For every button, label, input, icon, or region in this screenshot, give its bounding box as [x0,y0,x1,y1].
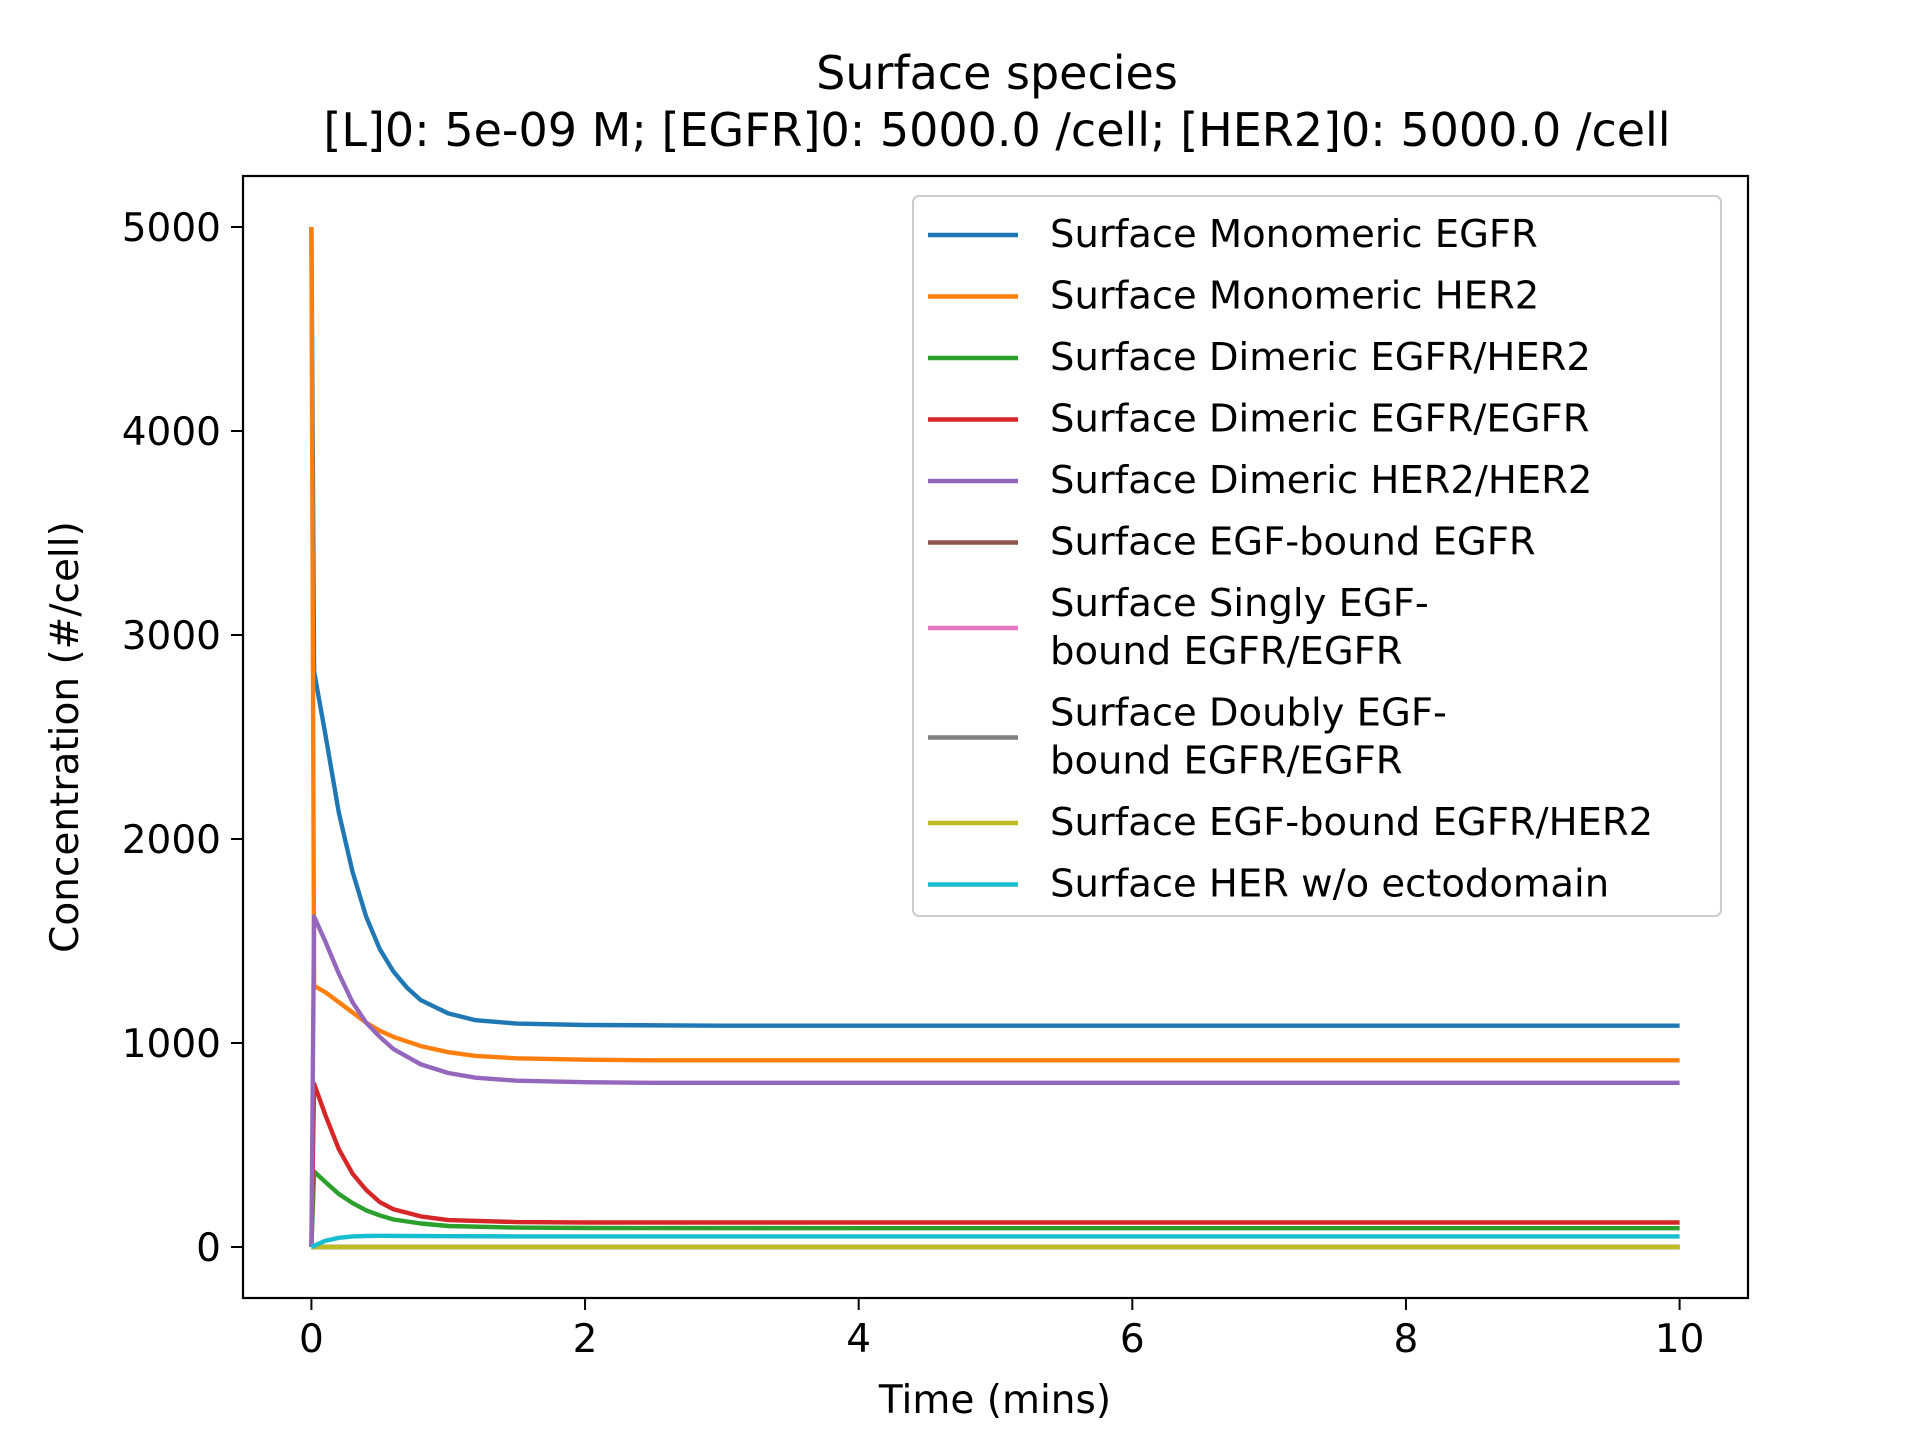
x-axis-ticks: 0 2 4 6 8 10 [299,1298,1704,1362]
legend-label-4: Surface Dimeric EGFR/EGFR [1050,397,1589,442]
plot-frame [241,174,1750,1300]
y-axis-label: Concentration (#/cell) [43,521,88,953]
x-tick-label: 0 [299,1317,324,1362]
legend-label-8: Surface Doubly EGF-bound EGFR/EGFR [1050,691,1447,784]
legend-box [912,195,1722,917]
legend-label-5: Surface Dimeric HER2/HER2 [1050,458,1592,503]
y-tick-label: 4000 [122,410,221,455]
y-tick-label: 5000 [122,206,221,251]
legend-label-9: Surface EGF-bound EGFR/HER2 [1050,800,1653,845]
legend-label-6: Surface EGF-bound EGFR [1050,520,1536,565]
legend-label-7: Surface Singly EGF-bound EGFR/EGFR [1050,581,1429,674]
plot-series-group [309,226,1680,1250]
legend-label-10: Surface HER w/o ectodomain [1050,862,1609,907]
series-line-1 [309,226,1680,1028]
y-tick-label: 3000 [122,614,221,659]
series-line-2 [309,226,1680,1063]
y-tick-label: 2000 [122,818,221,863]
x-tick-label: 6 [1120,1317,1145,1362]
x-tick-label: 2 [573,1317,598,1362]
x-tick-label: 8 [1394,1317,1419,1362]
x-tick-label: 4 [846,1317,871,1362]
chart-title: Surface species [816,46,1178,100]
y-tick-label: 1000 [122,1022,221,1067]
series-line-3 [309,1169,1680,1248]
x-axis-label: Time (mins) [878,1378,1111,1423]
legend-label-3: Surface Dimeric EGFR/HER2 [1050,335,1591,380]
y-tick-label: 0 [196,1226,221,1271]
chart-subtitle: [L]0: 5e-09 M; [EGFR]0: 5000.0 /cell; [H… [323,103,1670,157]
legend-label-1: Surface Monomeric EGFR [1050,212,1538,257]
y-axis-ticks: 0 1000 2000 3000 4000 5000 [122,206,243,1271]
series-line-5 [309,914,1680,1248]
series-line-4 [309,1081,1680,1248]
chart-legend: Surface Monomeric EGFR Surface Monomeric … [912,195,1722,917]
series-line-10 [310,1233,1680,1250]
legend-label-2: Surface Monomeric HER2 [1050,274,1539,319]
x-tick-label: 10 [1655,1317,1705,1362]
